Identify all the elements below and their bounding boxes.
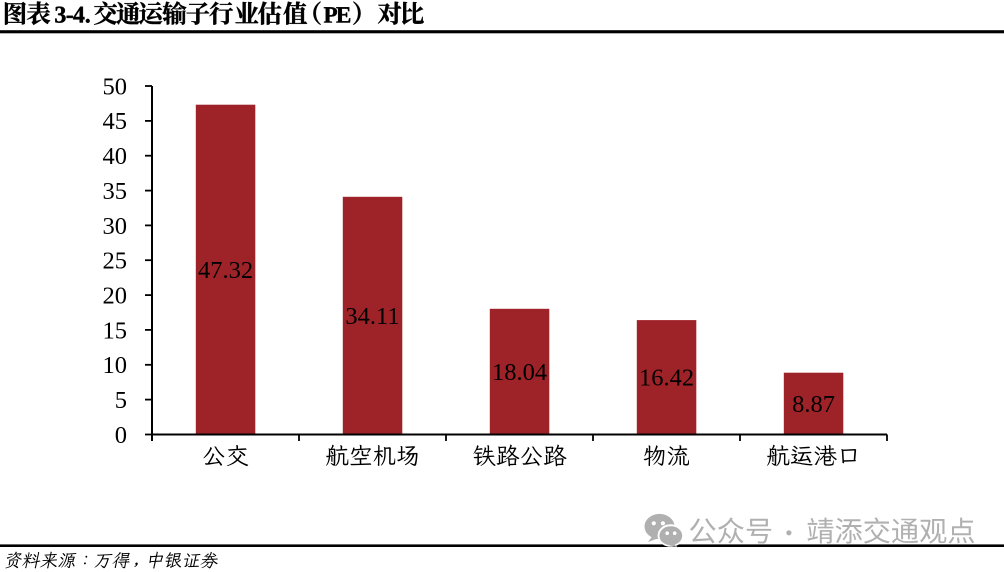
svg-text:40: 40 xyxy=(103,143,128,170)
svg-text:35: 35 xyxy=(103,178,128,205)
svg-text:15: 15 xyxy=(103,317,128,344)
svg-text:47.32: 47.32 xyxy=(198,257,253,284)
svg-text:16.42: 16.42 xyxy=(639,365,694,392)
svg-text:25: 25 xyxy=(103,248,128,275)
svg-text:34.11: 34.11 xyxy=(345,303,399,330)
svg-text:8.87: 8.87 xyxy=(792,391,835,418)
svg-text:50: 50 xyxy=(103,73,128,100)
svg-text:20: 20 xyxy=(103,283,128,310)
svg-text:0: 0 xyxy=(115,422,127,449)
svg-text:5: 5 xyxy=(115,387,127,414)
svg-text:18.04: 18.04 xyxy=(492,359,547,386)
svg-text:30: 30 xyxy=(103,213,128,240)
svg-text:45: 45 xyxy=(103,108,128,135)
svg-text:10: 10 xyxy=(103,352,128,379)
